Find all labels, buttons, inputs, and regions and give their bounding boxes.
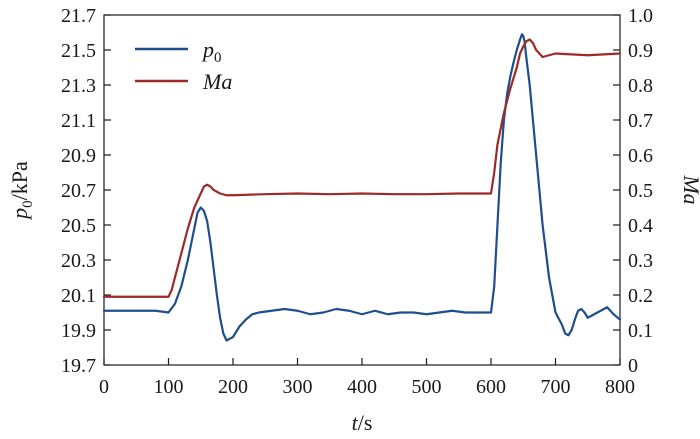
left-y-tick-label: 21.3 <box>61 75 96 97</box>
legend: p0 Ma <box>135 37 232 94</box>
left-y-tick-label: 20.1 <box>61 285 96 307</box>
series-layer <box>102 33 622 342</box>
right-y-tick-label: 0.2 <box>628 285 653 307</box>
x-tick-label: 0 <box>99 376 109 398</box>
left-y-tick-label: 19.9 <box>61 320 96 342</box>
left-y-tick-label: 21.5 <box>61 40 96 62</box>
legend-label-p0: p0 <box>201 37 222 66</box>
x-axis-ticks: 0 100 200 300 400 500 600 700 800 <box>99 358 635 398</box>
left-y-axis-ticks: 19.7 19.9 20.1 20.3 20.5 20.7 20.9 21.1 21.3 21.5… <box>61 5 111 377</box>
left-y-tick-label: 20.3 <box>61 250 96 272</box>
right-y-tick-label: 0.7 <box>628 110 653 132</box>
right-y-axis-label: Ma <box>679 174 700 204</box>
plot-frame <box>103 14 621 366</box>
x-tick-label: 700 <box>541 376 571 398</box>
left-y-tick-label: 21.7 <box>61 5 96 27</box>
right-y-axis-ticks: 0 0.1 0.2 0.3 0.4 0.5 0.6 0.7 0.8 0.9 1.0 <box>613 5 653 377</box>
right-y-tick-label: 0.6 <box>628 145 653 167</box>
right-y-tick-label: 0.4 <box>628 215 653 237</box>
right-y-tick-label: 0.1 <box>628 320 653 342</box>
left-y-tick-label: 20.7 <box>61 180 96 202</box>
x-axis-label: t/s <box>352 410 373 435</box>
right-y-tick-label: 0.8 <box>628 75 653 97</box>
x-tick-label: 300 <box>283 376 313 398</box>
left-y-tick-label: 20.9 <box>61 145 96 167</box>
x-tick-label: 800 <box>605 376 635 398</box>
x-tick-label: 200 <box>218 376 248 398</box>
left-y-tick-label: 20.5 <box>61 215 96 237</box>
series-line-p0 <box>102 33 622 342</box>
right-y-tick-label: 0.9 <box>628 40 653 62</box>
left-y-tick-label: 21.1 <box>61 110 96 132</box>
left-y-tick-label: 19.7 <box>61 355 96 377</box>
right-y-tick-label: 0 <box>628 355 638 377</box>
x-tick-label: 100 <box>154 376 184 398</box>
x-tick-label: 600 <box>476 376 506 398</box>
right-y-tick-label: 1.0 <box>628 5 653 27</box>
x-tick-label: 500 <box>412 376 442 398</box>
series-line-ma <box>102 38 622 298</box>
right-y-tick-label: 0.5 <box>628 180 653 202</box>
x-tick-label: 400 <box>347 376 377 398</box>
right-y-tick-label: 0.3 <box>628 250 653 272</box>
left-y-axis-label: p0/kPa <box>7 161 36 221</box>
legend-label-ma: Ma <box>202 69 232 94</box>
